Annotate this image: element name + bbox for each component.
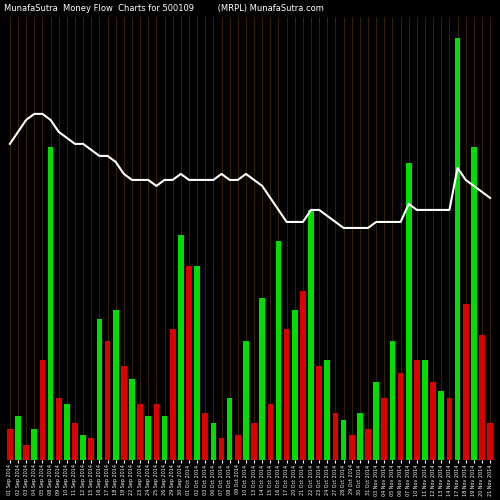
Bar [235, 436, 240, 460]
Bar [292, 310, 298, 460]
Bar [438, 392, 444, 460]
Bar [488, 422, 493, 461]
Bar [138, 404, 143, 460]
Bar [121, 366, 126, 460]
Bar [96, 320, 102, 460]
Bar [284, 329, 290, 460]
Bar [260, 298, 265, 460]
Bar [316, 366, 322, 460]
Bar [178, 235, 184, 460]
Bar [40, 360, 46, 460]
Text: MunafaSutra  Money Flow  Charts for 500109         (MRPL) MunafaSutra.com: MunafaSutra Money Flow Charts for 500109… [4, 4, 324, 13]
Bar [332, 414, 338, 461]
Bar [276, 241, 281, 460]
Bar [129, 379, 135, 460]
Bar [48, 148, 54, 461]
Bar [365, 429, 371, 460]
Bar [471, 148, 476, 461]
Bar [227, 398, 232, 460]
Bar [154, 404, 159, 460]
Bar [186, 266, 192, 460]
Bar [243, 342, 249, 460]
Bar [64, 404, 70, 460]
Bar [454, 38, 460, 461]
Bar [15, 416, 21, 461]
Bar [88, 438, 94, 460]
Bar [300, 292, 306, 460]
Bar [72, 422, 78, 461]
Bar [7, 429, 12, 460]
Bar [251, 422, 257, 461]
Bar [430, 382, 436, 460]
Bar [32, 429, 37, 460]
Bar [341, 420, 346, 461]
Bar [268, 404, 273, 460]
Bar [162, 416, 168, 461]
Bar [374, 382, 379, 460]
Bar [324, 360, 330, 460]
Bar [24, 444, 29, 460]
Bar [479, 335, 485, 460]
Bar [113, 310, 118, 460]
Bar [218, 438, 224, 460]
Bar [194, 266, 200, 460]
Bar [349, 436, 354, 460]
Bar [146, 416, 151, 461]
Bar [422, 360, 428, 460]
Bar [406, 163, 411, 460]
Bar [210, 422, 216, 461]
Bar [446, 398, 452, 460]
Bar [202, 414, 208, 461]
Bar [414, 360, 420, 460]
Bar [80, 436, 86, 460]
Bar [357, 414, 362, 461]
Bar [170, 329, 175, 460]
Bar [104, 342, 110, 460]
Bar [463, 304, 468, 460]
Bar [390, 342, 396, 460]
Bar [308, 210, 314, 461]
Bar [382, 398, 387, 460]
Bar [56, 398, 62, 460]
Bar [398, 372, 404, 460]
